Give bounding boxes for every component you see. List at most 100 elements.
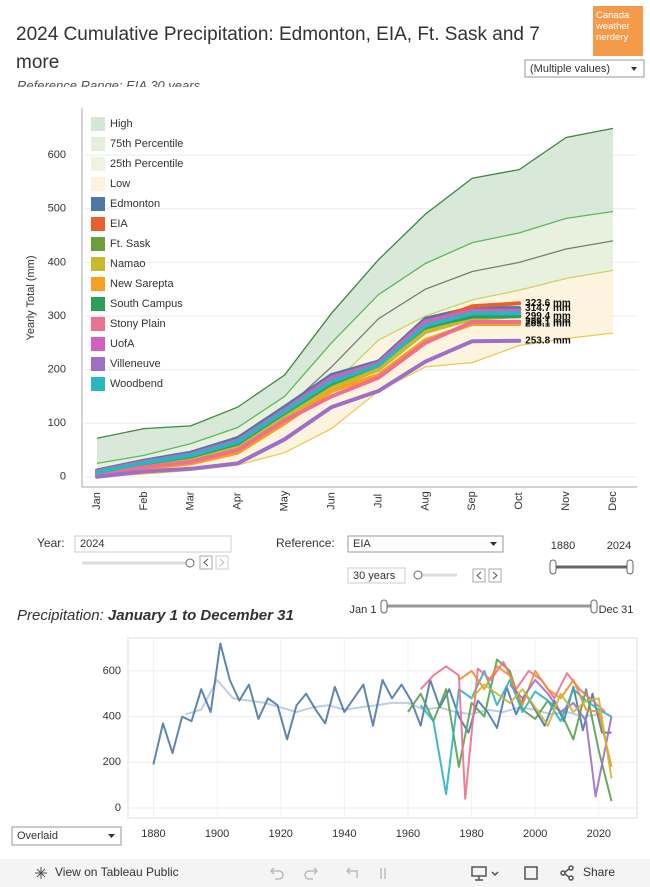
share-icons[interactable] [471,865,574,881]
end-label: 289.1 mm [525,316,571,327]
next-button[interactable] [488,568,502,583]
legend-label: Woodbend [110,378,163,390]
series-line [95,338,522,479]
subtitle: Reference Range: EIA 30 years [17,78,201,87]
tableau-icon [35,867,47,879]
icon [203,558,209,567]
end-label: 299.4 mm [525,311,571,322]
icon [492,571,498,580]
logo-text: Canada [596,10,630,21]
next-button[interactable] [215,555,229,570]
year-value: 2024 [80,538,104,550]
y-tick-label: 500 [48,203,66,215]
span-input[interactable] [347,567,406,584]
day-start: Jan 1 [350,604,377,616]
logo-text: weather [596,21,630,32]
y-axis-label: Yearly Total (mm) [25,256,37,341]
logo[interactable]: Canada weather nerdery [593,6,643,56]
reference-label: Reference: [276,536,335,550]
x-tick-label: Jun [325,492,337,510]
y-tick-label: 100 [48,417,66,429]
legend-label: South Campus [110,298,183,310]
legend-swatch [91,157,105,171]
x-tick-label: Sep [466,491,478,511]
y-tick-label: 400 [48,256,66,268]
filter-text: (Multiple values) [530,63,610,75]
section-title-prefix: Precipitation: [17,607,104,624]
x-tick-label: 1920 [268,828,292,840]
section-title-range: January 1 to December 31 [108,607,294,624]
x-tick-label: 2000 [523,828,547,840]
dropdown-arrow [631,67,637,71]
legend-label: 25th Percentile [110,158,183,170]
end-label: 285.1 mm [525,319,571,330]
share-link[interactable]: Share [583,865,615,879]
x-tick-label: May [279,490,291,511]
slider-knob[interactable] [413,570,423,580]
range-handle[interactable] [626,559,634,575]
legend-label: UofA [110,338,135,350]
legend-label: Villeneuve [110,358,161,370]
x-tick-label: 1980 [459,828,483,840]
series-line [152,642,612,765]
legend-label: Stony Plain [110,318,166,330]
legend-swatch [91,277,105,291]
y-tick-label: 0 [60,471,66,483]
prev-button[interactable] [199,555,213,570]
icon [219,558,225,567]
series-line [95,319,522,477]
slider-knob[interactable] [185,558,195,568]
band-line [96,127,614,439]
mode-value: Overlaid [17,830,58,842]
series-line [470,683,613,779]
legend-label: EIA [110,218,128,230]
x-tick-label: 1960 [396,828,420,840]
range-end: 2024 [607,540,631,552]
dropdown-arrow [490,542,497,546]
legend: High 75th Percentile 25th Percentile Low Edm… [91,117,183,391]
y-tick-label: 400 [103,710,121,722]
year-input[interactable] [74,535,232,553]
legend-swatch [91,257,105,271]
dropdown-arrow [108,834,115,838]
y-tick-label: 0 [115,802,121,814]
title: 2024 Cumulative Precipitation: Edmonton,… [16,24,540,73]
legend-swatch [91,197,105,211]
x-tick-label: Apr [232,492,244,509]
legend-label: Low [110,178,130,190]
legend-swatch [91,177,105,191]
y-tick-label: 600 [103,665,121,677]
x-tick-label: Jan [91,492,103,510]
legend-label: Namao [110,258,145,270]
x-tick-label: Oct [513,492,525,509]
y-tick-label: 300 [48,310,66,322]
end-label: 323.6 mm [525,298,571,309]
view-link[interactable]: View on Tableau Public [55,865,179,879]
x-tick-label: Aug [419,491,431,511]
annual-chart: 0 200 400 600 1880 1900 1920 1940 1960 1980 2000 20… [103,638,637,840]
range-handle[interactable] [590,599,598,614]
x-tick-label: Mar [185,491,197,510]
x-tick-label: 2020 [587,828,611,840]
series-line [458,665,613,768]
prev-button[interactable] [472,568,486,583]
x-tick-label: 1940 [332,828,356,840]
range-handle[interactable] [380,599,388,614]
toolbar-icons [269,867,386,880]
range-handle[interactable] [549,559,557,575]
legend-swatch [91,117,105,131]
span-value: 30 years [353,570,396,582]
y-tick-label: 200 [48,364,66,376]
logo-text: nerdery [596,32,629,43]
mode-dropdown[interactable] [11,826,122,846]
end-label: 253.8 mm [525,335,571,346]
series-line [509,679,613,798]
icon [476,571,482,580]
reference-dropdown[interactable] [347,535,504,553]
x-tick-label: Jul [372,494,384,508]
filter-dropdown[interactable] [524,59,645,78]
x-tick-label: Feb [138,492,150,511]
legend-label: New Sarepta [110,278,174,290]
reference-value: EIA [353,538,371,550]
legend-swatch [91,297,105,311]
